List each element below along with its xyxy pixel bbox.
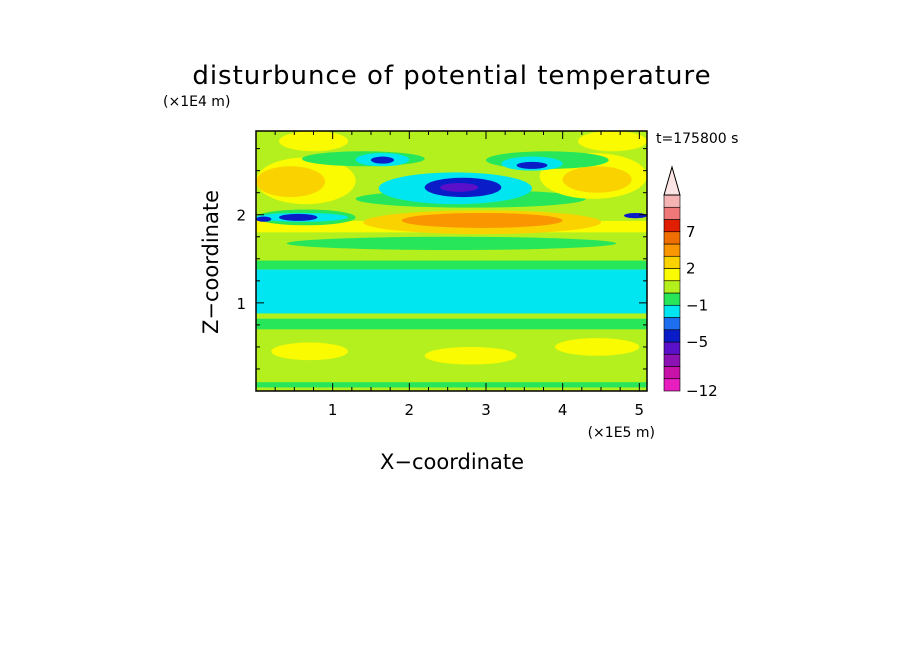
contour-region-7 [256, 260, 647, 270]
colorbar-swatch-5 [663, 317, 681, 331]
colorbar-swatch-6 [663, 304, 681, 318]
colorbar-swatch-3 [663, 341, 681, 355]
contour-region-28 [371, 156, 394, 164]
contour-region-15 [256, 216, 272, 222]
contour-region-6 [256, 269, 647, 314]
x-tick-label: 2 [405, 401, 415, 419]
colorbar: 7 2 −1 −5 −12 [663, 165, 718, 400]
contour-region-8 [286, 236, 617, 250]
colorbar-tick-label: −12 [686, 382, 718, 400]
y-unit-label: (×1E4 m) [163, 94, 230, 110]
y-tick-label: 2 [236, 207, 246, 225]
y-tick-label: 1 [236, 295, 246, 313]
y-axis-label: Z−coordinate [199, 190, 223, 334]
colorbar-swatch-11 [663, 243, 681, 257]
colorbar-tick-label: 7 [686, 223, 696, 241]
x-axis-label: X−coordinate [380, 450, 524, 474]
x-tick-label: 1 [328, 401, 338, 419]
contour-region-32 [578, 131, 647, 152]
contour-region-1 [256, 382, 647, 388]
colorbar-tick-label: −1 [686, 296, 708, 314]
contour-region-4 [555, 338, 640, 356]
colorbar-swatch-14 [663, 206, 681, 220]
colorbar-swatch-15 [663, 194, 681, 208]
x-tick-label: 3 [481, 401, 491, 419]
x-tick-label: 5 [635, 401, 645, 419]
contour-field [256, 131, 647, 391]
contour-region-11 [401, 212, 563, 228]
x-unit-label: (×1E5 m) [588, 425, 655, 441]
contour-region-22 [256, 166, 325, 198]
colorbar-swatch-7 [663, 292, 681, 306]
colorbar-swatch-9 [663, 268, 681, 282]
colorbar-swatch-10 [663, 255, 681, 269]
contour-region-20 [440, 183, 479, 192]
colorbar-swatch-1 [663, 366, 681, 380]
contour-region-14 [279, 213, 318, 221]
colorbar-tick-label: −5 [686, 333, 708, 351]
x-tick-label: 4 [558, 401, 568, 419]
plot-frame [255, 130, 648, 392]
contour-region-2 [271, 342, 348, 361]
axis-ticks: 1 2 3 4 5 1 2 [236, 131, 647, 419]
time-label: t=175800 s [656, 131, 738, 147]
colorbar-swatch-2 [663, 353, 681, 367]
contour-region-5 [256, 318, 647, 330]
contour-region-31 [279, 131, 348, 152]
colorbar-swatch-12 [663, 231, 681, 245]
colorbar-swatch-8 [663, 280, 681, 294]
contour-region-30 [516, 161, 548, 169]
colorbar-swatch-0 [663, 378, 681, 392]
contour-region-16 [624, 212, 647, 219]
contour-region-3 [424, 346, 517, 365]
contour-region-24 [562, 166, 632, 193]
colorbar-tick-label: 2 [686, 260, 696, 278]
colorbar-swatch-4 [663, 329, 681, 343]
colorbar-extend-arrow [663, 165, 681, 196]
colorbar-swatch-13 [663, 219, 681, 233]
chart-title: disturbunce of potential temperature [192, 61, 711, 91]
